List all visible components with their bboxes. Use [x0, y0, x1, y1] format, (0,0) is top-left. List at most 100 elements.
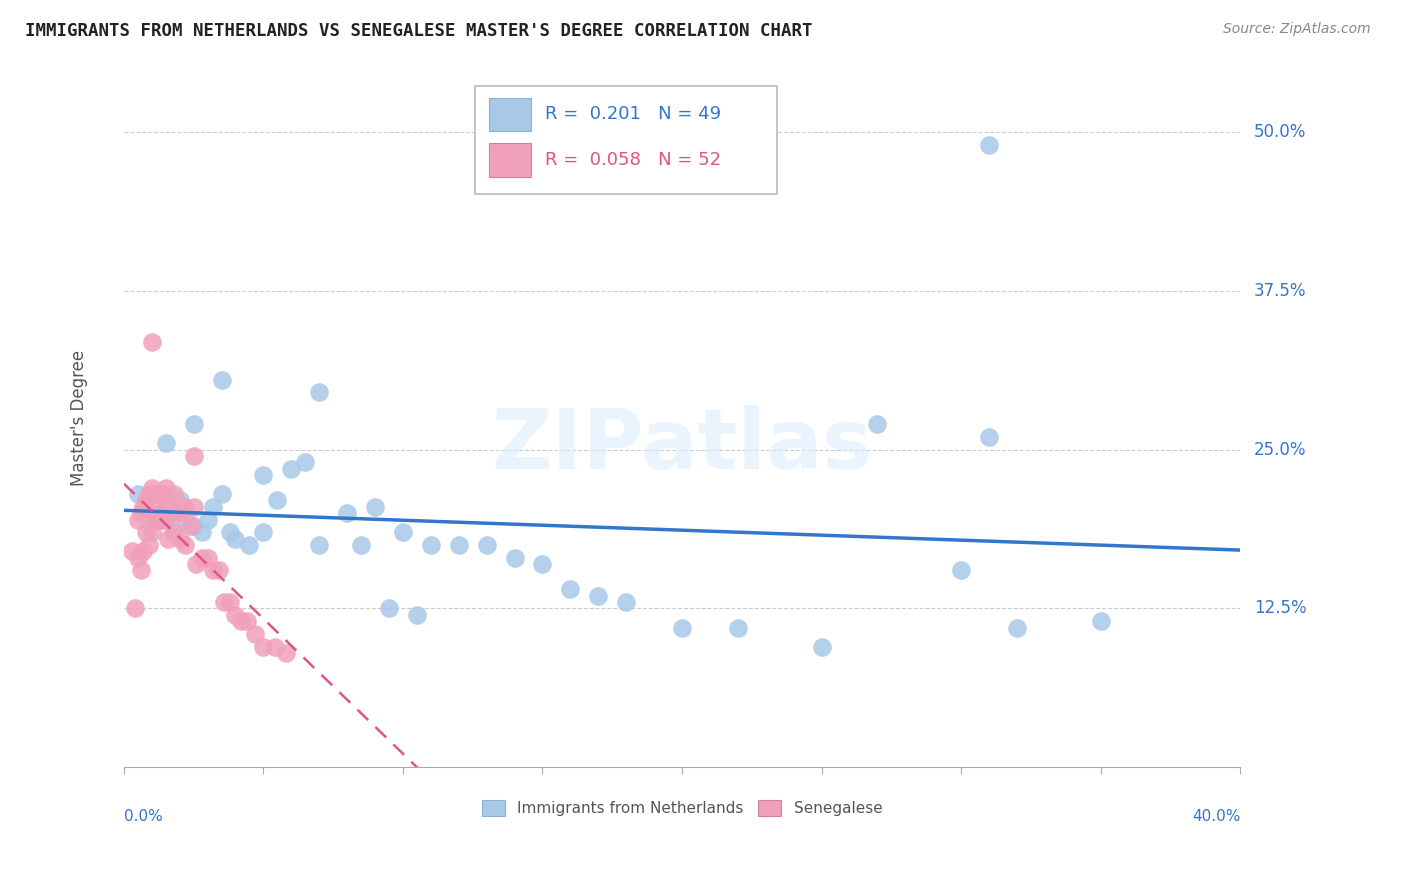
Point [503, 550, 526, 565]
Point [160, 506, 183, 520]
Point [1090, 614, 1112, 628]
Point [155, 481, 177, 495]
Point [174, 500, 197, 514]
Point [157, 532, 180, 546]
Point [141, 334, 163, 349]
Point [671, 620, 693, 634]
FancyBboxPatch shape [489, 144, 531, 177]
Point [224, 532, 246, 546]
FancyBboxPatch shape [489, 98, 531, 131]
Text: Source: ZipAtlas.com: Source: ZipAtlas.com [1223, 22, 1371, 37]
Point [169, 532, 191, 546]
Text: Master's Degree: Master's Degree [70, 350, 89, 486]
Point [169, 493, 191, 508]
Point [155, 512, 177, 526]
Point [127, 550, 149, 565]
Point [211, 487, 233, 501]
Point [294, 455, 316, 469]
Point [129, 506, 152, 520]
Point [135, 500, 157, 514]
Point [146, 506, 169, 520]
Point [419, 538, 441, 552]
Point [218, 525, 240, 540]
Point [252, 640, 274, 654]
Point [138, 538, 160, 552]
Point [224, 607, 246, 622]
Text: IMMIGRANTS FROM NETHERLANDS VS SENEGALESE MASTER'S DEGREE CORRELATION CHART: IMMIGRANTS FROM NETHERLANDS VS SENEGALES… [25, 22, 813, 40]
Point [146, 487, 169, 501]
Point [191, 550, 214, 565]
Point [180, 519, 202, 533]
Point [405, 607, 427, 622]
Point [263, 640, 285, 654]
Point [183, 519, 205, 533]
Point [143, 512, 166, 526]
Point [121, 544, 143, 558]
Point [152, 512, 174, 526]
Point [447, 538, 470, 552]
Point [191, 525, 214, 540]
Point [169, 506, 191, 520]
Point [149, 487, 172, 501]
Point [132, 544, 155, 558]
Point [950, 563, 973, 577]
Point [977, 137, 1000, 152]
Text: R =  0.201   N = 49: R = 0.201 N = 49 [544, 105, 721, 123]
Point [211, 373, 233, 387]
Point [174, 538, 197, 552]
Point [266, 493, 288, 508]
Point [197, 512, 219, 526]
Point [163, 487, 186, 501]
Point [174, 512, 197, 526]
Point [475, 538, 498, 552]
Point [229, 614, 252, 628]
Point [183, 417, 205, 432]
Text: 50.0%: 50.0% [1254, 123, 1306, 141]
Point [308, 538, 330, 552]
Point [350, 538, 373, 552]
Text: R =  0.058   N = 52: R = 0.058 N = 52 [544, 151, 721, 169]
Point [202, 500, 225, 514]
Point [531, 557, 554, 571]
Point [163, 525, 186, 540]
Point [129, 563, 152, 577]
Point [336, 506, 359, 520]
Point [127, 487, 149, 501]
Point [727, 620, 749, 634]
Point [152, 487, 174, 501]
Point [364, 500, 387, 514]
FancyBboxPatch shape [475, 86, 778, 194]
Point [378, 601, 401, 615]
Point [280, 461, 302, 475]
Point [197, 550, 219, 565]
Text: 37.5%: 37.5% [1254, 282, 1306, 300]
Point [183, 500, 205, 514]
Point [166, 506, 188, 520]
Point [243, 627, 266, 641]
Point [614, 595, 637, 609]
Point [163, 525, 186, 540]
Legend: Immigrants from Netherlands, Senegalese: Immigrants from Netherlands, Senegalese [475, 794, 889, 822]
Point [866, 417, 889, 432]
Point [274, 646, 297, 660]
Point [127, 512, 149, 526]
Point [138, 487, 160, 501]
Text: ZIPatlas: ZIPatlas [492, 405, 873, 486]
Point [124, 601, 146, 615]
Text: 25.0%: 25.0% [1254, 441, 1306, 458]
Point [202, 563, 225, 577]
Point [977, 430, 1000, 444]
Point [235, 614, 257, 628]
Point [141, 525, 163, 540]
Point [183, 449, 205, 463]
Text: 40.0%: 40.0% [1192, 809, 1240, 824]
Point [141, 481, 163, 495]
Point [238, 538, 260, 552]
Text: 12.5%: 12.5% [1254, 599, 1306, 617]
Point [135, 493, 157, 508]
Point [186, 557, 208, 571]
Point [218, 595, 240, 609]
Point [208, 563, 231, 577]
Point [252, 468, 274, 483]
Point [149, 512, 172, 526]
